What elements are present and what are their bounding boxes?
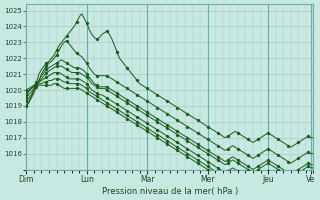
X-axis label: Pression niveau de la mer( hPa ): Pression niveau de la mer( hPa ) <box>102 187 238 196</box>
